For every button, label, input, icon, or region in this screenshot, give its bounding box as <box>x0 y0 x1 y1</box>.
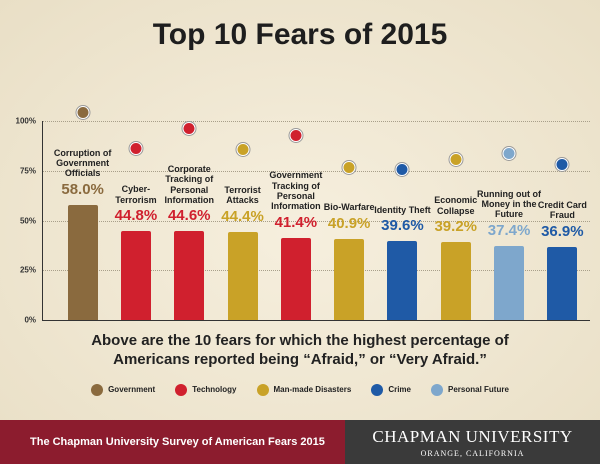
value-label: 36.9% <box>541 222 584 240</box>
bar <box>494 245 525 320</box>
category-icon <box>182 122 196 136</box>
bar <box>67 204 98 320</box>
category-label: Corruption of Government Officials <box>53 147 112 179</box>
bar <box>387 241 418 320</box>
legend-swatch <box>256 384 269 396</box>
y-tick-label: 25% <box>19 265 36 275</box>
category-icon <box>236 142 250 156</box>
legend-item: Crime <box>371 384 411 396</box>
x-axis <box>42 320 590 321</box>
bar <box>334 238 365 320</box>
legend-item: Personal Future <box>431 384 509 396</box>
y-tick-label: 100% <box>15 116 36 126</box>
grid-line <box>42 220 590 222</box>
grid-line <box>42 121 590 122</box>
value-label: 37.4% <box>487 221 531 239</box>
category-label: Identity Theft <box>374 204 431 215</box>
legend-label: Crime <box>388 385 411 395</box>
legend-label: Government <box>108 385 156 395</box>
category-label: Cyber-Terrorism <box>115 184 157 205</box>
legend-swatch <box>431 384 443 396</box>
category-icon <box>502 146 516 160</box>
legend-item: Technology <box>175 384 237 396</box>
category-label: Corporate Tracking of Personal Informati… <box>164 163 215 205</box>
category-label: Bio-Warfare <box>323 202 375 213</box>
value-label: 39.6% <box>381 217 424 235</box>
legend: Government Technology Man-made Disasters Cr… <box>0 384 600 396</box>
category-icon <box>342 160 356 174</box>
y-axis <box>42 121 43 320</box>
legend-swatch <box>91 384 104 396</box>
category-icon <box>449 153 463 166</box>
value-label: 40.9% <box>327 214 371 232</box>
legend-swatch <box>371 384 384 396</box>
bar <box>120 230 151 320</box>
category-label: Credit Card Fraud <box>537 199 587 221</box>
legend-label: Personal Future <box>448 385 509 395</box>
category-icon <box>395 163 409 177</box>
bar <box>280 237 311 320</box>
chart-title: Top 10 Fears of 2015 <box>152 18 448 51</box>
y-tick-label: 50% <box>19 216 36 225</box>
y-tick-label: 75% <box>19 166 36 176</box>
grid-line <box>42 170 590 172</box>
value-label: 44.4% <box>221 207 264 225</box>
legend-label: Man-made Disasters <box>273 385 352 395</box>
bar <box>227 231 258 320</box>
chart-note: Above are the 10 fears for which the hig… <box>91 332 509 368</box>
category-icon <box>129 141 143 155</box>
value-label: 58.0% <box>61 180 104 198</box>
footer-survey: The Chapman University Survey of America… <box>0 420 345 464</box>
category-icon <box>555 157 569 171</box>
legend-label: Technology <box>192 385 237 395</box>
category-label: Government Tracking of Personal Informat… <box>269 170 323 212</box>
footer-logo: CHAPMAN UNIVERSITY ORANGE, CALIFORNIA <box>345 420 600 464</box>
grid-line <box>42 270 590 272</box>
category-icon <box>289 128 303 142</box>
value-label: 41.4% <box>274 213 318 231</box>
y-tick-label: 0% <box>24 315 36 325</box>
legend-item: Government <box>91 384 155 396</box>
bar <box>174 231 205 320</box>
university-location: ORANGE, CALIFORNIA <box>420 449 525 458</box>
value-label: 44.8% <box>114 206 158 224</box>
category-label: Terrorist Attacks <box>224 184 261 206</box>
category-icon <box>76 105 90 119</box>
category-label: Running out of Money in the Future <box>477 188 542 220</box>
category-label: Economic Collapse <box>434 195 478 216</box>
value-label: 44.6% <box>167 207 211 225</box>
legend-swatch <box>175 384 188 396</box>
value-label: 39.2% <box>434 217 478 235</box>
university-name: CHAPMAN UNIVERSITY <box>372 427 573 446</box>
bar <box>547 246 578 320</box>
bar <box>440 241 471 320</box>
legend-item: Man-made Disasters <box>256 384 352 396</box>
